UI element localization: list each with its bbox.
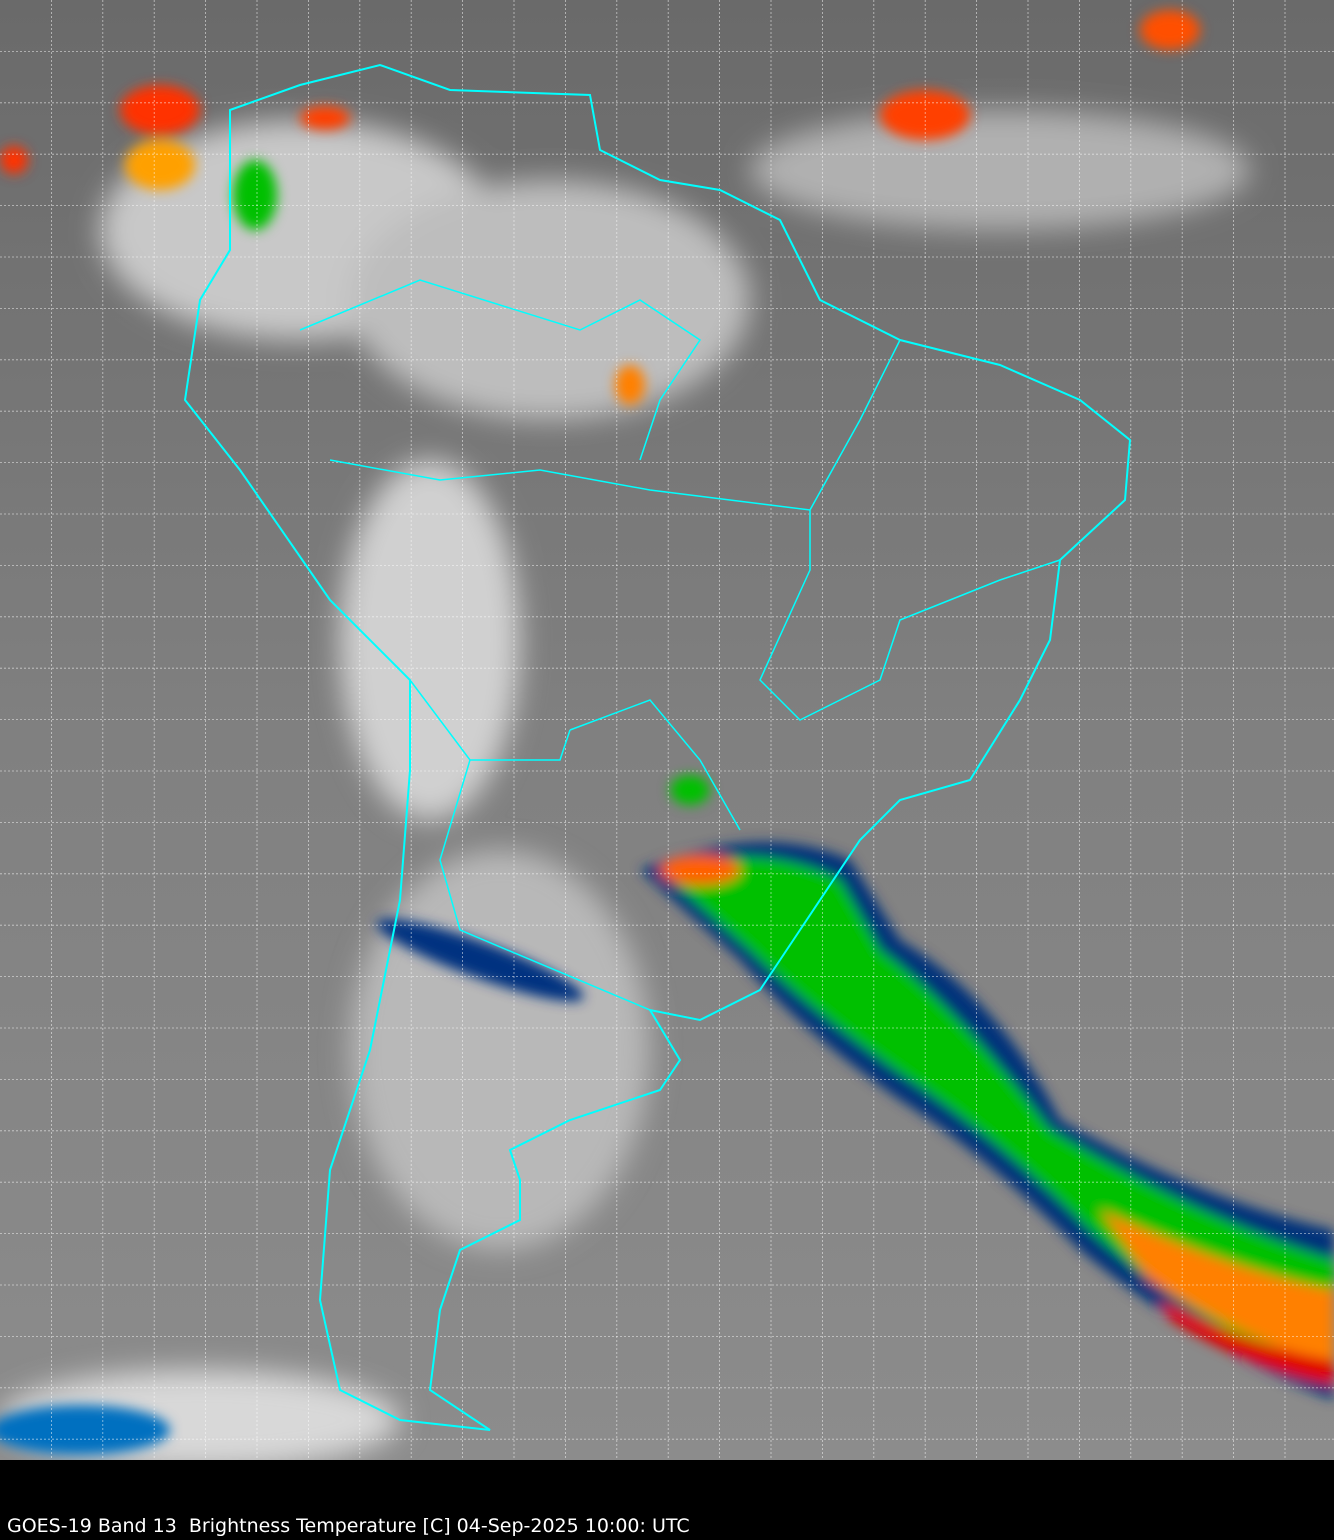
country-borders (299, 279, 1061, 1011)
cold-cloud-tops (0, 10, 1334, 1455)
image-caption: GOES-19 Band 13 Brightness Temperature [… (7, 1515, 690, 1537)
satellite-map (0, 0, 1334, 1460)
lat-lon-grid (0, 0, 1334, 1460)
